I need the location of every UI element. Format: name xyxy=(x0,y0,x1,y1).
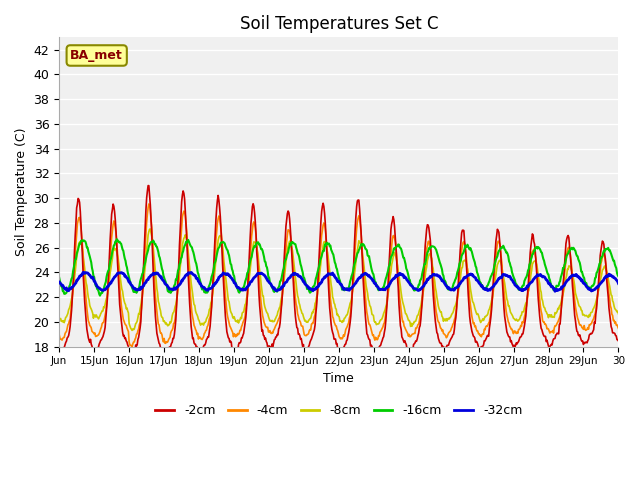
Line: -32cm: -32cm xyxy=(59,272,618,291)
-8cm xyxy=(128,327,136,333)
-2cm xyxy=(274,332,282,338)
-4cm xyxy=(398,314,406,320)
-4cm xyxy=(225,319,233,325)
Y-axis label: Soil Temperature (C): Soil Temperature (C) xyxy=(15,128,28,256)
-16cm xyxy=(113,236,120,242)
Line: -4cm: -4cm xyxy=(59,204,618,347)
-2cm xyxy=(127,357,134,363)
X-axis label: Time: Time xyxy=(323,372,354,385)
-32cm xyxy=(551,288,559,294)
-4cm xyxy=(614,325,622,331)
-4cm xyxy=(274,318,282,324)
-16cm xyxy=(122,263,130,268)
-4cm xyxy=(429,278,437,284)
-32cm xyxy=(397,272,405,277)
-16cm xyxy=(398,249,406,254)
-8cm xyxy=(55,316,63,322)
-2cm xyxy=(253,250,260,255)
-2cm xyxy=(144,183,152,189)
-2cm xyxy=(429,292,437,298)
-2cm xyxy=(121,336,129,341)
-4cm xyxy=(253,243,260,249)
-16cm xyxy=(614,274,622,279)
-32cm xyxy=(79,269,87,275)
-16cm xyxy=(253,240,260,245)
-8cm xyxy=(274,309,282,314)
-32cm xyxy=(252,273,260,278)
-16cm xyxy=(55,275,63,280)
-8cm xyxy=(147,226,154,232)
-32cm xyxy=(122,273,129,279)
-2cm xyxy=(55,347,63,353)
-8cm xyxy=(121,300,129,306)
-2cm xyxy=(398,334,406,340)
-8cm xyxy=(225,299,233,305)
-32cm xyxy=(429,272,436,278)
-16cm xyxy=(274,286,282,291)
-2cm xyxy=(614,338,622,344)
-4cm xyxy=(128,344,136,350)
-8cm xyxy=(429,266,437,272)
-8cm xyxy=(253,244,260,250)
-4cm xyxy=(145,201,153,207)
-4cm xyxy=(121,321,129,326)
-8cm xyxy=(614,311,622,317)
-8cm xyxy=(398,295,406,300)
Line: -16cm: -16cm xyxy=(59,239,618,296)
-32cm xyxy=(225,271,232,277)
Line: -8cm: -8cm xyxy=(59,229,618,330)
-16cm xyxy=(429,243,437,249)
Text: BA_met: BA_met xyxy=(70,49,123,62)
Legend: -2cm, -4cm, -8cm, -16cm, -32cm: -2cm, -4cm, -8cm, -16cm, -32cm xyxy=(150,399,527,422)
Title: Soil Temperatures Set C: Soil Temperatures Set C xyxy=(239,15,438,33)
-2cm xyxy=(225,336,233,341)
-16cm xyxy=(96,293,104,299)
-32cm xyxy=(614,280,622,286)
Line: -2cm: -2cm xyxy=(59,186,618,360)
-32cm xyxy=(55,279,63,285)
-32cm xyxy=(273,287,281,293)
-4cm xyxy=(55,331,63,337)
-16cm xyxy=(225,252,233,258)
